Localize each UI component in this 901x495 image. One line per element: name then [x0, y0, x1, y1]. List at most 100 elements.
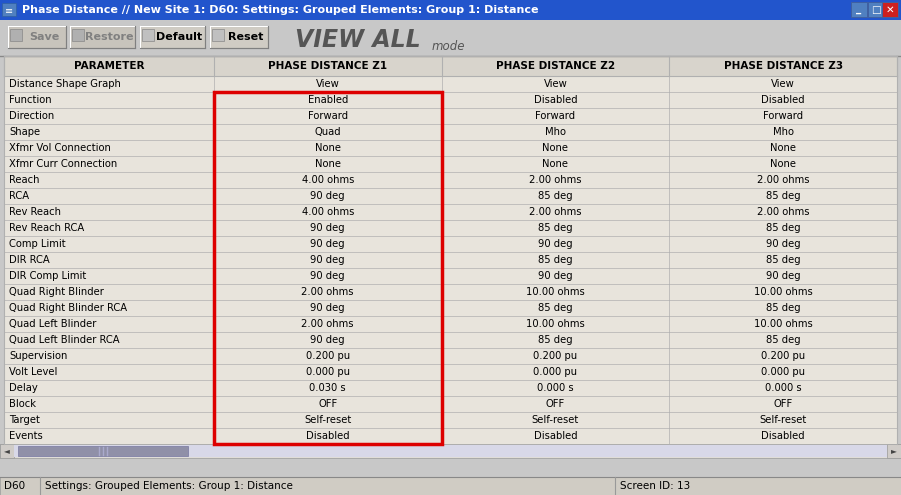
Bar: [142, 29, 154, 41]
Bar: [4, 140, 897, 156]
Text: Reach: Reach: [9, 175, 40, 185]
Bar: [214, 92, 441, 444]
Bar: [882, 2, 898, 17]
Bar: [4, 316, 897, 332]
Bar: [2, 3, 16, 16]
Text: ✕: ✕: [886, 4, 895, 14]
Text: 0.200 pu: 0.200 pu: [305, 351, 350, 361]
Bar: [72, 29, 84, 41]
Text: Function: Function: [9, 95, 51, 105]
Text: Disabled: Disabled: [306, 431, 350, 441]
Text: Block: Block: [9, 399, 36, 409]
Text: Default: Default: [157, 32, 203, 42]
Text: 90 deg: 90 deg: [538, 239, 573, 249]
Bar: [8, 26, 66, 48]
Text: Volt Level: Volt Level: [9, 367, 58, 377]
Text: Self-reset: Self-reset: [760, 415, 806, 425]
Text: 85 deg: 85 deg: [538, 335, 573, 345]
Text: Xfmr Curr Connection: Xfmr Curr Connection: [9, 159, 117, 169]
Text: Disabled: Disabled: [761, 431, 805, 441]
Text: PHASE DISTANCE Z3: PHASE DISTANCE Z3: [724, 61, 842, 71]
Bar: [4, 300, 897, 316]
Text: 90 deg: 90 deg: [311, 303, 345, 313]
Text: 0.000 pu: 0.000 pu: [305, 367, 350, 377]
Text: Save: Save: [29, 32, 59, 42]
Bar: [4, 396, 897, 412]
Text: 2.00 ohms: 2.00 ohms: [529, 175, 582, 185]
Text: Rev Reach: Rev Reach: [9, 207, 61, 217]
Text: 2.00 ohms: 2.00 ohms: [757, 207, 809, 217]
Text: None: None: [770, 159, 796, 169]
Bar: [10, 29, 22, 41]
Text: 85 deg: 85 deg: [766, 223, 800, 233]
Bar: [70, 26, 135, 48]
Text: 90 deg: 90 deg: [311, 239, 345, 249]
Bar: [4, 252, 897, 268]
Text: Quad: Quad: [314, 127, 341, 137]
Bar: [4, 108, 897, 124]
Text: 85 deg: 85 deg: [538, 191, 573, 201]
Text: Quad Right Blinder RCA: Quad Right Blinder RCA: [9, 303, 127, 313]
Text: 85 deg: 85 deg: [538, 255, 573, 265]
Text: PHASE DISTANCE Z1: PHASE DISTANCE Z1: [268, 61, 387, 71]
Text: OFF: OFF: [546, 399, 565, 409]
Bar: [18, 446, 188, 456]
Text: Mho: Mho: [545, 127, 566, 137]
Bar: [887, 444, 901, 458]
Bar: [0, 444, 901, 458]
Text: None: None: [542, 143, 569, 153]
Text: 90 deg: 90 deg: [538, 271, 573, 281]
Text: None: None: [314, 159, 341, 169]
Bar: [4, 364, 897, 380]
Text: 4.00 ohms: 4.00 ohms: [302, 207, 354, 217]
Bar: [4, 268, 897, 284]
Text: Self-reset: Self-reset: [532, 415, 579, 425]
Text: 2.00 ohms: 2.00 ohms: [757, 175, 809, 185]
Text: ◄: ◄: [5, 446, 10, 455]
Bar: [0, 0, 901, 20]
Bar: [4, 124, 897, 140]
Text: Quad Left Blinder RCA: Quad Left Blinder RCA: [9, 335, 120, 345]
Text: _: _: [856, 4, 861, 14]
Text: Settings: Grouped Elements: Group 1: Distance: Settings: Grouped Elements: Group 1: Dis…: [45, 481, 293, 491]
Bar: [868, 2, 884, 17]
Text: Target: Target: [9, 415, 40, 425]
Text: 90 deg: 90 deg: [766, 271, 800, 281]
Text: Phase Distance // New Site 1: D60: Settings: Grouped Elements: Group 1: Distance: Phase Distance // New Site 1: D60: Setti…: [22, 5, 539, 15]
Text: 85 deg: 85 deg: [538, 223, 573, 233]
Text: 85 deg: 85 deg: [766, 255, 800, 265]
Bar: [4, 204, 897, 220]
Text: 2.00 ohms: 2.00 ohms: [302, 319, 354, 329]
Text: 90 deg: 90 deg: [311, 191, 345, 201]
Text: Comp Limit: Comp Limit: [9, 239, 66, 249]
Text: DIR RCA: DIR RCA: [9, 255, 50, 265]
Bar: [0, 444, 14, 458]
Text: Disabled: Disabled: [761, 95, 805, 105]
Text: DIR Comp Limit: DIR Comp Limit: [9, 271, 86, 281]
Text: Self-reset: Self-reset: [304, 415, 351, 425]
Text: 0.000 s: 0.000 s: [765, 383, 802, 393]
Text: 0.000 s: 0.000 s: [537, 383, 574, 393]
Text: OFF: OFF: [774, 399, 793, 409]
Text: 0.030 s: 0.030 s: [309, 383, 346, 393]
Text: Forward: Forward: [535, 111, 576, 121]
Text: 85 deg: 85 deg: [538, 303, 573, 313]
Text: View: View: [543, 79, 568, 89]
Text: 85 deg: 85 deg: [766, 191, 800, 201]
Bar: [4, 348, 897, 364]
Text: ►: ►: [891, 446, 896, 455]
Text: 2.00 ohms: 2.00 ohms: [302, 287, 354, 297]
Bar: [140, 26, 205, 48]
Text: 0.200 pu: 0.200 pu: [533, 351, 578, 361]
Text: D60: D60: [4, 481, 25, 491]
Text: Supervision: Supervision: [9, 351, 68, 361]
Text: 85 deg: 85 deg: [766, 335, 800, 345]
Bar: [4, 220, 897, 236]
Text: Screen ID: 13: Screen ID: 13: [620, 481, 690, 491]
Text: Forward: Forward: [307, 111, 348, 121]
Bar: [0, 477, 40, 495]
Text: 0.200 pu: 0.200 pu: [761, 351, 805, 361]
Bar: [4, 428, 897, 444]
Text: View: View: [771, 79, 795, 89]
Bar: [851, 2, 867, 17]
